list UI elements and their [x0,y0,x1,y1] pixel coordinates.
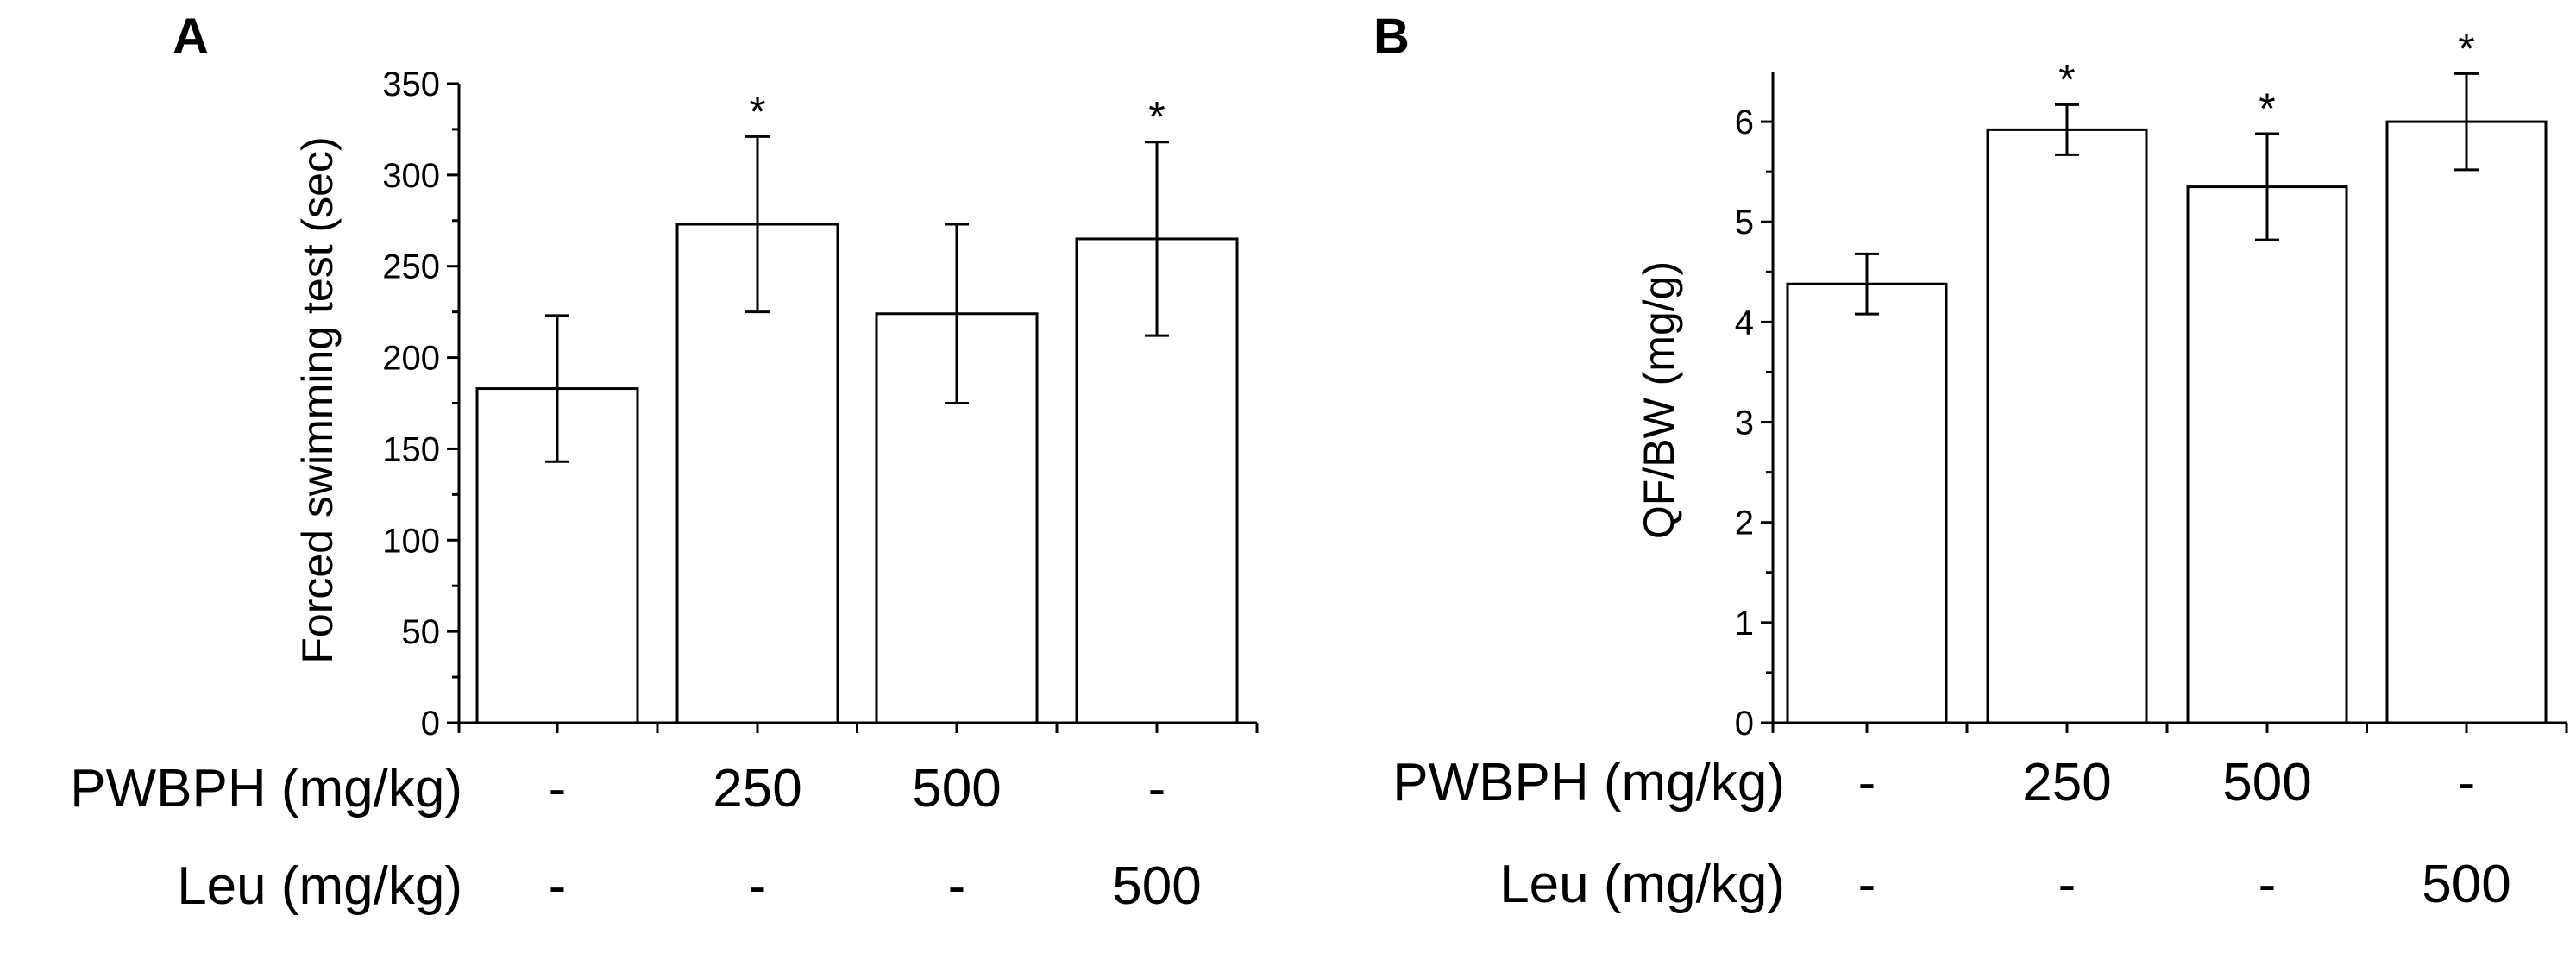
y-tick-label: 150 [382,430,440,468]
condition-value: - [2058,855,2077,914]
y-tick-label: 0 [1735,705,1754,743]
y-tick-label: 5 [1735,204,1754,241]
y-tick-label: 200 [382,340,440,378]
y-tick-label: 50 [402,613,441,651]
panel-letter: A [173,9,209,65]
bar [2186,185,2348,724]
condition-value: - [948,856,966,916]
condition-row-label: Leu (mg/kg) [1499,855,1785,914]
condition-value: - [549,759,567,818]
y-axis-title: Forced swimming test (sec) [293,136,342,663]
condition-value: - [749,856,767,916]
y-tick-label: 350 [382,66,440,103]
condition-value: 500 [1112,856,1201,916]
condition-value: - [1858,855,1876,914]
condition-value: 500 [2222,753,2311,812]
y-axis-title: QF/BW (mg/g) [1635,261,1683,539]
condition-value: - [2458,753,2476,812]
y-tick-label: 100 [382,522,440,560]
panel-letter: B [1373,9,1410,65]
panel-b: B 0 1 2 3 4 5 6 QF/BW (mg/g) * * * PWBPH (mg/kg) - 250… [1373,9,2568,914]
condition-value: 500 [2422,855,2510,914]
y-tick-label: 0 [421,705,440,743]
y-tick-label: 4 [1735,304,1754,342]
significance-marker: * [2058,55,2075,103]
significance-marker: * [2458,24,2474,72]
condition-row-label: Leu (mg/kg) [177,856,462,916]
bar [1986,128,2148,724]
condition-value: 500 [912,759,1001,818]
panel-a: A 0 50 100 150 200 250 300 350 Forced swimming te… [70,9,1259,916]
condition-value: 250 [2022,753,2111,812]
bar [2385,120,2548,724]
y-tick-label: 2 [1735,505,1754,542]
y-tick-label: 250 [382,248,440,286]
condition-value: 250 [713,759,801,818]
significance-marker: * [2259,85,2275,133]
y-tick-label: 1 [1735,605,1754,643]
condition-value: - [549,856,567,916]
condition-value: - [1858,753,1876,812]
significance-marker: * [1148,93,1165,141]
y-tick-label: 3 [1735,404,1754,442]
condition-row-label: PWBPH (mg/kg) [70,759,462,818]
condition-row-label: PWBPH (mg/kg) [1392,753,1785,812]
condition-value: - [1148,759,1166,818]
bar [1786,282,1948,724]
significance-marker: * [749,87,765,135]
y-tick-label: 300 [382,157,440,195]
condition-value: - [2259,855,2277,914]
y-tick-label: 6 [1735,103,1754,141]
